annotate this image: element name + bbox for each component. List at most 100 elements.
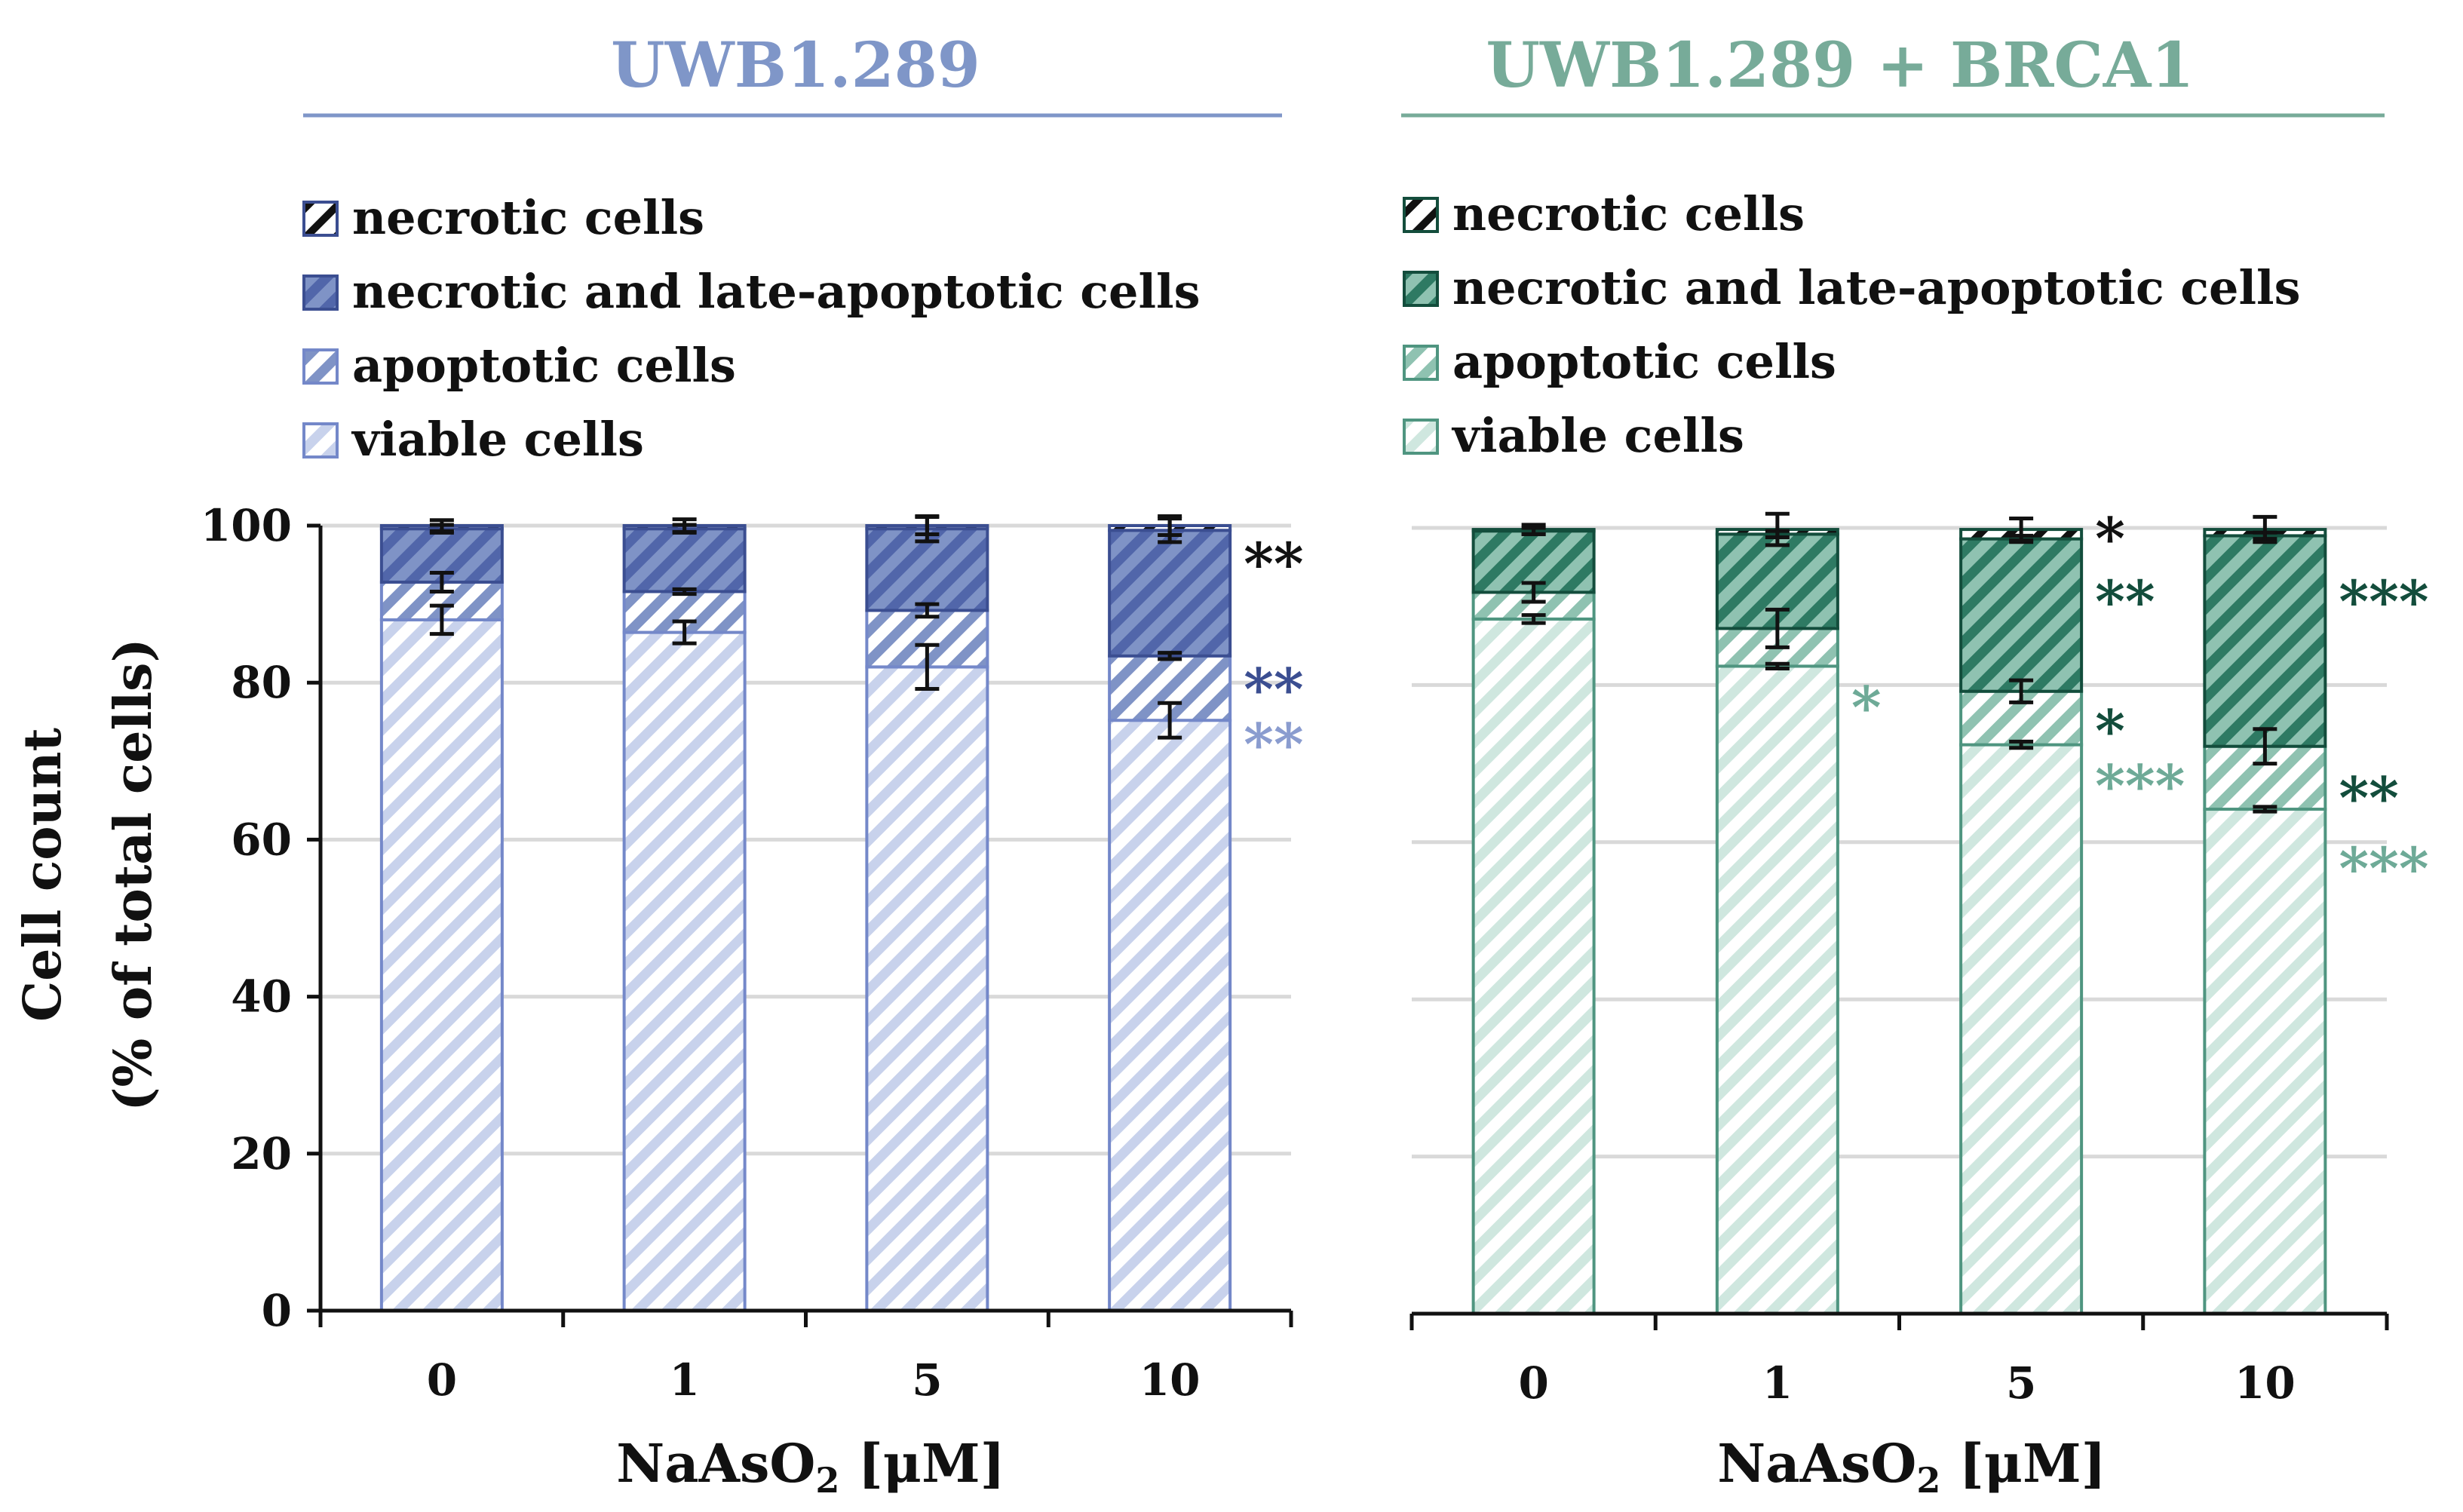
error-bar-viable-cells-1 [1765,661,1790,671]
error-bar-necrotic-cells-0 [429,518,454,533]
error-bar-apoptotic-cells-10 [2253,727,2277,766]
legend-item-apoptotic-cells: apoptotic cells [1403,334,1836,389]
legend-label: necrotic and late-apoptotic cells [1452,260,2301,315]
error-bar-necrotic-cells-5 [2009,516,2034,543]
error-bar-necrotic-cells-10 [2253,514,2277,544]
legend-swatch [302,422,339,459]
legend-item-necrotic-and-late-apoptotic-cells: necrotic and late-apoptotic cells [1403,260,2301,315]
y-tick-label: 100 [201,500,292,551]
legend-item-necrotic-cells: necrotic cells [1403,186,1805,241]
legend-item-apoptotic-cells: apoptotic cells [302,338,736,393]
error-bars [429,514,1182,740]
error-bar-viable-cells-10 [1158,701,1182,740]
error-bar-viable-cells-0 [1521,613,1546,625]
panel-uwb1289-brca1: UWB1.289 + BRCA1 necrotic cellsnecrotic … [1401,29,2429,1501]
error-bar-viable-cells-5 [915,643,940,692]
significance-marker: ** [1244,655,1304,722]
significance-annotations: ****** [1244,530,1304,777]
legend-swatch [302,201,339,237]
y-tick-label: 80 [231,657,292,708]
error-bar-necrotic-cells-1 [1765,511,1790,547]
legend-swatch [1403,197,1439,233]
x-tick-label: 0 [427,1354,457,1406]
bar-segment-viable-cells-0 [1471,617,1596,1315]
x-axis-label-subscript: 2 [1916,1460,1940,1501]
error-bar-apoptotic-cells-0 [429,570,454,593]
x-tick-label: 5 [2006,1357,2036,1409]
y-tick-label: 40 [231,971,292,1023]
legend-swatch [302,274,339,311]
error-bar-necrotic-cells-1 [672,517,697,534]
y-axis-label: Cell count (% of total cells) [13,638,164,1111]
x-tick-label: 1 [669,1354,699,1406]
significance-annotations: **************** [1851,505,2429,902]
x-axis-label-unit: [μM] [839,1432,1005,1495]
panel-title: UWB1.289 + BRCA1 [1486,29,2195,102]
stacked-bars [1471,528,2327,1315]
x-axis-label-unit: [μM] [1940,1432,2106,1495]
x-axis-label-main: NaAsO [1717,1432,1916,1495]
legend-item-necrotic-cells: necrotic cells [302,190,704,245]
panel-title: UWB1.289 [611,29,980,102]
error-bar-apoptotic-cells-1 [672,587,697,597]
legend-label: apoptotic cells [1452,334,1836,389]
bar-segment-viable-cells-1 [1715,664,1839,1315]
legend-label: necrotic cells [352,190,704,245]
error-bar-apoptotic-cells-5 [2009,678,2034,704]
error-bar-apoptotic-cells-10 [1158,651,1182,661]
y-tick-label: 0 [262,1285,292,1336]
bar-segment-necrotic-and-late-apoptotic-cells-10 [2203,534,2327,748]
panel-uwb1289: UWB1.289 necrotic cells necrotic and late… [201,29,1304,1501]
y-axis-label-line2: (% of total cells) [103,638,164,1111]
significance-marker: *** [2095,753,2185,820]
legend-swatch [1403,419,1439,455]
x-tick-label: 5 [912,1354,942,1406]
significance-marker: *** [2339,568,2428,635]
significance-marker: *** [2339,835,2428,902]
bar-segment-necrotic-and-late-apoptotic-cells-10 [1108,529,1232,658]
x-tick-label: 10 [2234,1357,2296,1409]
x-tick-label: 10 [1139,1354,1201,1406]
legend-item-viable-cells: viable cells [1403,408,1744,463]
error-bar-apoptotic-cells-5 [915,602,940,619]
bar-segment-viable-cells-10 [1108,719,1232,1312]
legend: necrotic cells necrotic and late-apoptoti… [302,190,1201,467]
error-bars [1521,511,2277,814]
error-bar-necrotic-cells-0 [1521,523,1546,536]
bar-segment-viable-cells-10 [2203,808,2327,1315]
legend-label: necrotic and late-apoptotic cells [352,264,1201,319]
bar-segment-necrotic-and-late-apoptotic-cells-5 [1959,537,2084,693]
significance-marker: * [2095,505,2125,572]
x-axis-label-main: NaAsO [616,1432,815,1495]
error-bar-necrotic-cells-10 [1158,514,1182,537]
axes: 0 1 5 10 [1409,1311,2389,1409]
y-tick-label: 20 [231,1128,292,1179]
bar-segment-viable-cells-5 [1959,743,2084,1315]
y-tick-label: 60 [231,814,292,865]
legend-label: viable cells [351,412,644,467]
error-bar-viable-cells-10 [2253,805,2277,814]
significance-marker: * [2095,698,2125,765]
legend-swatch [302,348,339,385]
x-tick-label: 0 [1518,1357,1548,1409]
bar-segment-viable-cells-5 [865,665,989,1312]
x-axis-label: NaAsO2 [μM] [616,1432,1005,1501]
significance-marker: ** [2095,568,2155,635]
bar-segment-necrotic-and-late-apoptotic-cells-1 [622,527,747,593]
legend-item-viable-cells: viable cells [302,412,644,467]
legend: necrotic cells necrotic and late-apoptoti… [1403,186,2301,463]
error-bar-apoptotic-cells-1 [1765,607,1790,649]
legend-label: apoptotic cells [352,338,736,393]
x-axis-label-subscript: 2 [815,1460,839,1501]
x-tick-label: 1 [1762,1357,1793,1409]
error-bar-apoptotic-cells-0 [1521,581,1546,604]
error-bar-viable-cells-1 [672,619,697,646]
error-bar-necrotic-cells-5 [915,515,940,536]
x-axis-label: NaAsO2 [μM] [1717,1432,2106,1501]
significance-marker: ** [2339,764,2399,831]
legend-label: viable cells [1451,408,1744,463]
error-bar-viable-cells-0 [429,603,454,636]
legend-label: necrotic cells [1452,186,1805,241]
y-axis-label-line1: Cell count [13,728,73,1022]
